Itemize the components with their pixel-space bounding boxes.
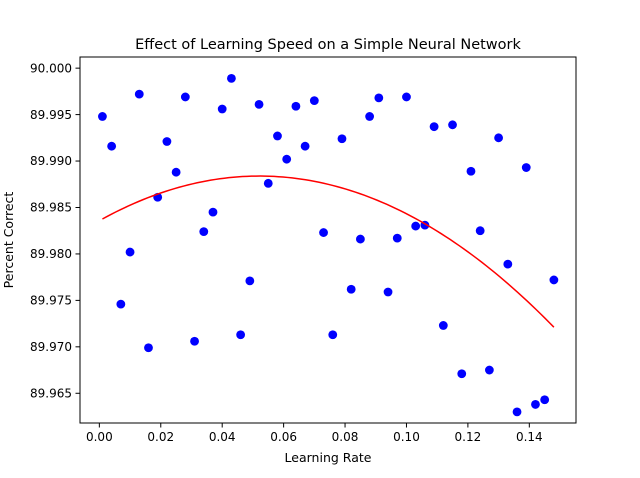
- scatter-point: [457, 369, 467, 379]
- scatter-point: [356, 234, 365, 244]
- scatter-point: [365, 112, 375, 121]
- scatter-point: [125, 247, 135, 257]
- x-tick-label: 0.02: [147, 430, 174, 444]
- y-tick-label: 89.995: [30, 108, 72, 122]
- scatter-point: [448, 120, 457, 130]
- scatter-point: [171, 167, 181, 177]
- y-axis: 89.965 89.970 89.975 89.980 89.985 89.990 89.9…: [30, 61, 80, 400]
- scatter-point: [402, 92, 411, 102]
- scatter-point: [475, 226, 485, 236]
- scatter-point: [263, 178, 273, 188]
- scatter-point: [254, 99, 264, 109]
- scatter-point: [227, 73, 236, 83]
- y-tick-label: 89.965: [30, 386, 72, 400]
- scatter-point: [503, 259, 513, 269]
- y-axis-label: Percent Correct: [1, 192, 16, 289]
- scatter-point: [374, 93, 384, 103]
- scatter-point: [208, 207, 218, 217]
- scatter-point: [429, 122, 439, 132]
- x-tick-label: 0.00: [86, 430, 113, 444]
- scatter-point: [466, 166, 476, 176]
- x-tick-label: 0.10: [393, 430, 420, 444]
- scatter-point: [162, 137, 172, 146]
- y-tick-label: 89.990: [30, 154, 72, 168]
- plot-area: [98, 73, 559, 417]
- scatter-point: [531, 400, 540, 409]
- y-tick-label: 89.985: [30, 201, 72, 215]
- x-tick-label: 0.08: [332, 430, 359, 444]
- scatter-point: [383, 287, 393, 297]
- scatter-point: [494, 133, 504, 143]
- scatter-point: [392, 233, 402, 243]
- scatter-point: [107, 141, 117, 151]
- scatter-point: [236, 330, 246, 340]
- scatter-point: [134, 89, 144, 99]
- y-tick-label: 89.980: [30, 247, 72, 261]
- scatter-point: [484, 365, 494, 375]
- scatter-point: [309, 96, 319, 106]
- scatter-point: [512, 407, 522, 417]
- scatter-point: [116, 299, 126, 309]
- scatter-point: [300, 141, 310, 151]
- scatter-point: [199, 227, 209, 237]
- scatter-point: [291, 101, 301, 111]
- scatter-point: [549, 275, 559, 285]
- scatter-point: [217, 104, 227, 114]
- scatter-point: [98, 112, 107, 121]
- x-axis-label: Learning Rate: [285, 450, 372, 465]
- y-tick-label: 89.970: [30, 340, 72, 354]
- scatter-point: [521, 163, 531, 172]
- x-tick-label: 0.04: [209, 430, 236, 444]
- scatter-point: [411, 221, 421, 231]
- y-tick-label: 90.000: [30, 61, 72, 75]
- scatter-point: [540, 395, 550, 405]
- fit-curve: [102, 175, 555, 328]
- scatter-point: [180, 92, 190, 102]
- plot-frame: [79, 56, 577, 424]
- scatter-point: [245, 276, 255, 286]
- scatter-point: [337, 134, 347, 144]
- x-axis: 0.00 0.02 0.04 0.06 0.08 0.10 0.12 0.14: [86, 423, 543, 444]
- scatter-point: [438, 321, 448, 330]
- x-tick-label: 0.06: [270, 430, 297, 444]
- scatter-point: [328, 330, 338, 340]
- y-tick-label: 89.975: [30, 294, 72, 308]
- chart-title: Effect of Learning Speed on a Simple Neu…: [135, 37, 521, 53]
- scatter-point: [273, 131, 282, 141]
- x-tick-label: 0.14: [516, 430, 543, 444]
- scatter-point: [346, 284, 356, 294]
- x-tick-label: 0.12: [455, 430, 482, 444]
- scatter-point: [319, 228, 328, 237]
- scatter-point: [144, 343, 153, 353]
- scatter-point: [282, 154, 292, 164]
- scatter-point: [190, 336, 199, 346]
